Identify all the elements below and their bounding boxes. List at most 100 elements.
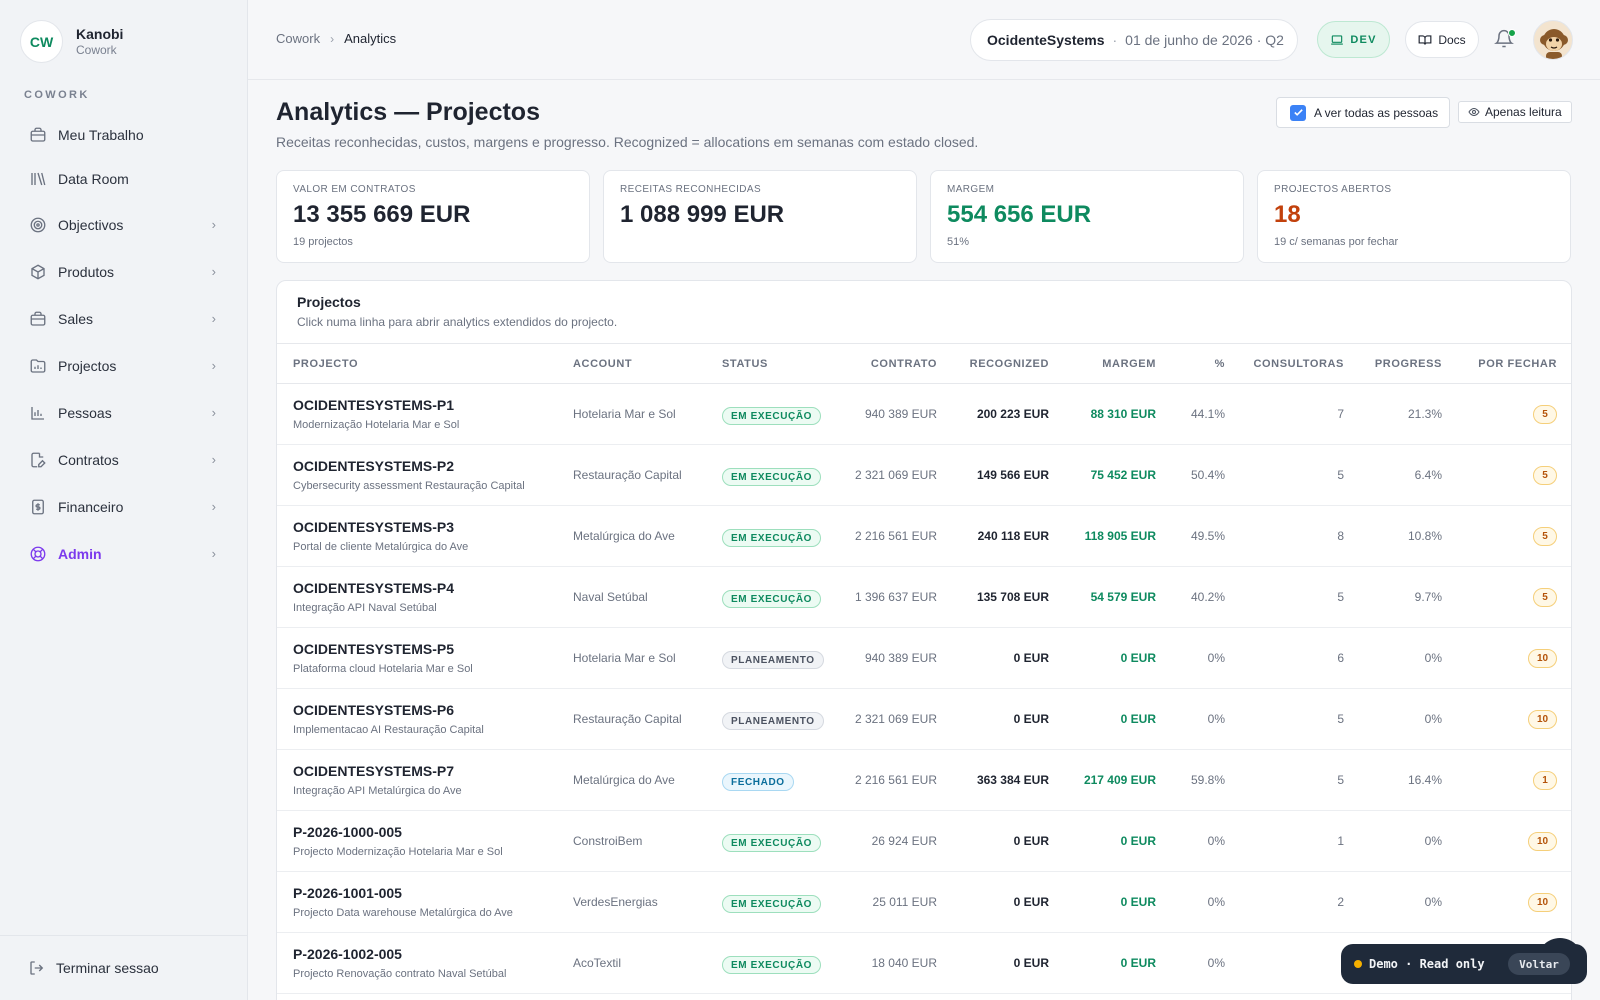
- chevron-right-icon: ›: [211, 217, 216, 232]
- kpi-card-open-projects: PROJECTOS ABERTOS 18 19 c/ semanas por f…: [1257, 170, 1571, 263]
- table-row[interactable]: P-2026-1002-005 Projecto Renovação contra…: [277, 933, 1571, 994]
- sidebar-item-label: Projectos: [58, 357, 117, 374]
- table-row[interactable]: P-2026-1001-005 Projecto Data warehouse M…: [277, 872, 1571, 933]
- consultants-cell: 5: [1337, 590, 1344, 604]
- contract-cell: 1 396 637 EUR: [854, 590, 937, 604]
- logout-button[interactable]: Terminar sessao: [0, 935, 248, 1000]
- receipt-icon: [28, 497, 48, 517]
- sidebar-item-label: Objectivos: [58, 216, 124, 233]
- card-title: Projectos: [297, 294, 361, 310]
- contract-cell: 940 389 EUR: [864, 651, 937, 665]
- column-header-contrato[interactable]: CONTRATO: [870, 358, 937, 370]
- table-row[interactable]: OCIDENTESYSTEMS-P6 Implementacao AI Resta…: [277, 689, 1571, 750]
- sidebar-item-meu-trabalho[interactable]: Meu Trabalho: [0, 113, 248, 157]
- sidebar-item-sales[interactable]: Sales ›: [0, 295, 248, 342]
- recognized-cell: 0 EUR: [1013, 956, 1049, 970]
- contract-cell: 2 321 069 EUR: [854, 712, 937, 726]
- demo-label: Demo · Read only: [1369, 957, 1485, 971]
- column-header-por-fechar[interactable]: POR FECHAR: [1478, 358, 1557, 370]
- account-cell: Hotelaria Mar e Sol: [573, 651, 676, 665]
- table-row[interactable]: OCIDENTESYSTEMS-P7 Integração API Metalúr…: [277, 750, 1571, 811]
- environment-badge[interactable]: DEV: [1317, 21, 1390, 58]
- chevron-right-icon: ›: [211, 358, 216, 373]
- table-header: PROJECTO ACCOUNT STATUS CONTRATO RECOGNI…: [277, 343, 1571, 384]
- contract-cell: 18 040 EUR: [871, 956, 937, 970]
- bell-icon[interactable]: [1494, 29, 1516, 51]
- back-button[interactable]: Voltar: [1508, 953, 1570, 975]
- table-row[interactable]: OCIDENTESYSTEMS-P3 Portal de cliente Meta…: [277, 506, 1571, 567]
- avatar[interactable]: [1533, 20, 1573, 60]
- read-only-badge[interactable]: Apenas leitura: [1458, 101, 1572, 123]
- kpi-label: VALOR EM CONTRATOS: [293, 184, 416, 195]
- percent-cell: 59.8%: [1190, 773, 1225, 787]
- consultants-cell: 2: [1337, 895, 1344, 909]
- table-row[interactable]: OCIDENTESYSTEMS-P5 Plataforma cloud Hotel…: [277, 628, 1571, 689]
- sidebar-item-admin[interactable]: Admin ›: [0, 530, 248, 577]
- kpi-card-contract-value: VALOR EM CONTRATOS 13 355 669 EUR 19 pro…: [276, 170, 590, 263]
- progress-cell: 0%: [1424, 712, 1442, 726]
- table-row[interactable]: OCIDENTESYSTEMS-P4 Integração API Naval S…: [277, 567, 1571, 628]
- brand[interactable]: CW Kanobi Cowork: [20, 20, 123, 63]
- column-header-recognized[interactable]: RECOGNIZED: [969, 358, 1049, 370]
- account-cell: Naval Setúbal: [573, 590, 648, 604]
- account-cell: Hotelaria Mar e Sol: [573, 407, 676, 421]
- sidebar-item-projectos[interactable]: Projectos ›: [0, 342, 248, 389]
- table-row[interactable]: OCIDENTESYSTEMS-P1 Modernização Hotelaria…: [277, 384, 1571, 445]
- column-header-progress[interactable]: PROGRESS: [1374, 358, 1442, 370]
- project-code: P-2026-1001-005: [293, 885, 402, 901]
- sidebar-item-objectivos[interactable]: Objectivos ›: [0, 201, 248, 248]
- pending-weeks-badge: 1: [1533, 771, 1557, 790]
- consultants-cell: 1: [1337, 834, 1344, 848]
- table-row[interactable]: OCIDENTESYSTEMS-P2 Cybersecurity assessme…: [277, 445, 1571, 506]
- status-badge: PLANEAMENTO: [722, 651, 824, 669]
- account-cell: ConstroiBem: [573, 834, 643, 848]
- view-all-people-label: A ver todas as pessoas: [1314, 105, 1439, 120]
- sidebar-item-financeiro[interactable]: Financeiro ›: [0, 483, 248, 530]
- bar-chart-icon: [28, 403, 48, 423]
- recognized-cell: 363 384 EUR: [976, 773, 1049, 787]
- sidebar-item-label: Contratos: [58, 451, 119, 468]
- project-name: Implementacao AI Restauração Capital: [293, 724, 484, 736]
- kpi-footnote: 51%: [947, 236, 970, 248]
- progress-cell: 21.3%: [1407, 407, 1442, 421]
- logout-icon: [28, 959, 46, 977]
- target-icon: [28, 215, 48, 235]
- consultants-cell: 8: [1337, 529, 1344, 543]
- sidebar-item-produtos[interactable]: Produtos ›: [0, 248, 248, 295]
- percent-cell: 40.2%: [1190, 590, 1225, 604]
- account-cell: AcoTextil: [573, 956, 622, 970]
- kpi-label: MARGEM: [947, 184, 995, 195]
- column-header-status[interactable]: STATUS: [722, 358, 768, 370]
- column-header-margem[interactable]: MARGEM: [1102, 358, 1156, 370]
- project-code: OCIDENTESYSTEMS-P3: [293, 519, 455, 535]
- sidebar-item-data-room[interactable]: Data Room: [0, 157, 248, 201]
- progress-cell: 9.7%: [1414, 590, 1442, 604]
- column-header-consultoras[interactable]: CONSULTORAS: [1253, 358, 1344, 370]
- account-cell: Metalúrgica do Ave: [573, 529, 675, 543]
- consultants-cell: 5: [1337, 712, 1344, 726]
- recognized-cell: 240 118 EUR: [977, 529, 1049, 543]
- sidebar-item-contratos[interactable]: Contratos ›: [0, 436, 248, 483]
- table-row[interactable]: P-2026-1000-005 Projecto Modernização Hot…: [277, 811, 1571, 872]
- lifebuoy-icon: [28, 544, 48, 564]
- docs-button[interactable]: Docs: [1405, 21, 1479, 58]
- progress-cell: 16.4%: [1407, 773, 1442, 787]
- breadcrumb-item-cowork[interactable]: Cowork: [276, 31, 321, 46]
- column-header-percent[interactable]: %: [1214, 358, 1225, 370]
- project-name: Projecto Data warehouse Metalúrgica do A…: [293, 907, 513, 919]
- sidebar-item-pessoas[interactable]: Pessoas ›: [0, 389, 248, 436]
- status-badge: PLANEAMENTO: [722, 712, 824, 730]
- context-selector[interactable]: OcidenteSystems · 01 de junho de 2026 · …: [970, 19, 1298, 61]
- column-header-projecto[interactable]: PROJECTO: [293, 358, 359, 370]
- margin-cell: 0 EUR: [1120, 895, 1156, 909]
- pending-weeks-badge: 5: [1533, 527, 1557, 546]
- contract-cell: 2 216 561 EUR: [854, 529, 937, 543]
- percent-cell: 50.4%: [1190, 468, 1225, 482]
- pending-weeks-badge: 5: [1533, 405, 1557, 424]
- column-header-account[interactable]: ACCOUNT: [573, 358, 633, 370]
- project-code: OCIDENTESYSTEMS-P6: [293, 702, 455, 718]
- pending-weeks-badge: 5: [1533, 588, 1557, 607]
- project-code: OCIDENTESYSTEMS-P5: [293, 641, 455, 657]
- box-icon: [28, 262, 48, 282]
- view-all-people-toggle[interactable]: A ver todas as pessoas: [1276, 97, 1450, 128]
